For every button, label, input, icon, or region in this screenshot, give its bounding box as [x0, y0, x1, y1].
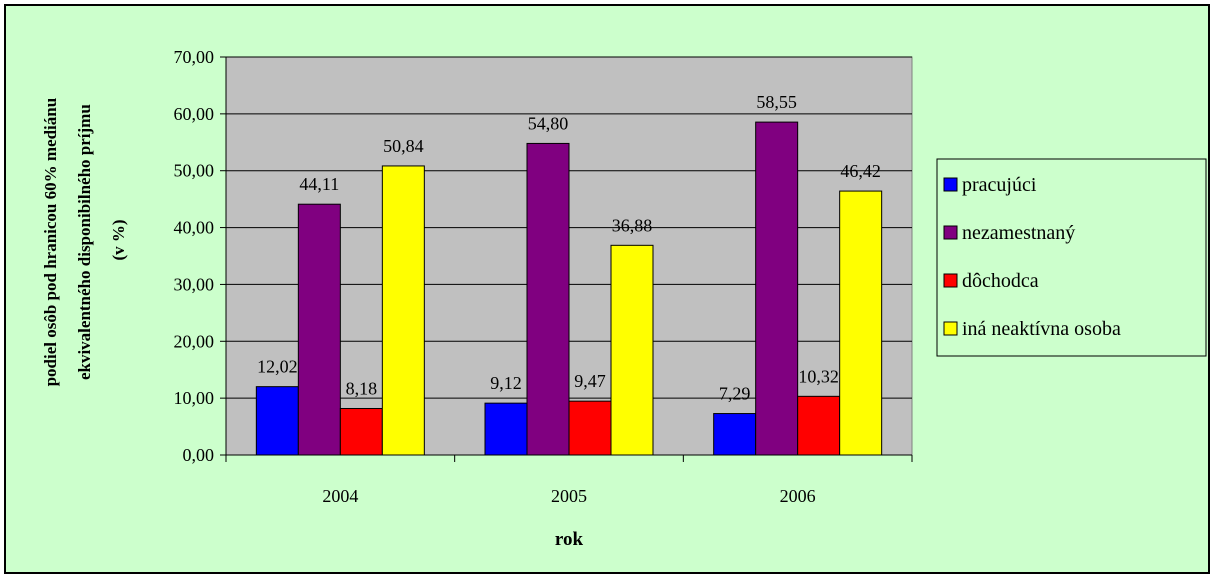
legend-item: pracujúci	[943, 174, 1037, 196]
legend: pracujúci nezamestnaný dôchodca iná neaktív…	[936, 158, 1207, 357]
data-label: 36,88	[612, 215, 653, 235]
data-label: 10,32	[798, 366, 839, 386]
y-axis-title: podiel osôb pod hranicou 60% mediánu ekv…	[41, 94, 128, 387]
data-label: 46,42	[840, 161, 881, 181]
legend-label: pracujúci	[962, 174, 1037, 196]
legend-box	[936, 158, 1207, 357]
x-axis-title: rok	[555, 529, 584, 550]
bar	[526, 142, 570, 456]
bar	[797, 395, 841, 456]
x-tick-label: 2005	[551, 486, 587, 506]
legend-swatch	[943, 321, 958, 336]
bar	[381, 165, 425, 456]
bar	[297, 203, 341, 456]
bar	[713, 413, 757, 456]
y-axis-title-line-2: ekvivalentného disponibilného príjmu	[75, 104, 94, 380]
bars	[255, 121, 883, 456]
y-tick-label: 70,00	[174, 47, 215, 67]
data-labels: 12,02 44,11 8,18 50,84 9,12 54,80 9,47 36,88 7,2…	[257, 92, 881, 403]
x-tick-label: 2004	[322, 486, 358, 506]
data-label: 8,18	[346, 378, 378, 398]
data-label: 9,12	[490, 373, 522, 393]
bar	[568, 400, 612, 456]
bar	[255, 386, 299, 456]
data-label: 9,47	[574, 371, 606, 391]
data-label: 44,11	[299, 174, 339, 194]
y-tick-label: 30,00	[174, 274, 215, 294]
data-label: 54,80	[528, 113, 569, 133]
legend-item: dôchodca	[943, 270, 1039, 292]
y-axis-title-line-3: (v %)	[109, 219, 128, 260]
legend-label: nezamestnaný	[962, 222, 1075, 244]
bar	[839, 190, 883, 456]
axes: 0,00 10,00 20,00 30,00 40,00 50,00 60,00 70,00 2…	[174, 47, 913, 506]
bar	[610, 244, 654, 456]
y-tick-label: 20,00	[174, 331, 215, 351]
data-label: 12,02	[257, 357, 298, 377]
legend-label: iná neaktívna osoba	[962, 318, 1121, 340]
legend-item: nezamestnaný	[943, 222, 1075, 244]
data-label: 7,29	[719, 384, 751, 404]
x-tick-label: 2006	[780, 486, 816, 506]
y-tick-label: 60,00	[174, 104, 215, 124]
data-label: 50,84	[383, 136, 424, 156]
legend-item: iná neaktívna osoba	[943, 318, 1121, 340]
bar	[755, 121, 799, 456]
legend-swatch	[943, 225, 958, 240]
y-tick-label: 50,00	[174, 161, 215, 181]
y-tick-label: 40,00	[174, 218, 215, 238]
bar	[484, 402, 528, 456]
y-axis-title-line-1: podiel osôb pod hranicou 60% mediánu	[41, 98, 60, 387]
legend-label: dôchodca	[962, 270, 1039, 292]
bar	[339, 407, 383, 456]
data-label: 58,55	[756, 92, 797, 112]
y-tick-label: 0,00	[183, 445, 215, 465]
legend-swatch	[943, 273, 958, 288]
y-tick-label: 10,00	[174, 388, 215, 408]
legend-swatch	[943, 177, 958, 192]
